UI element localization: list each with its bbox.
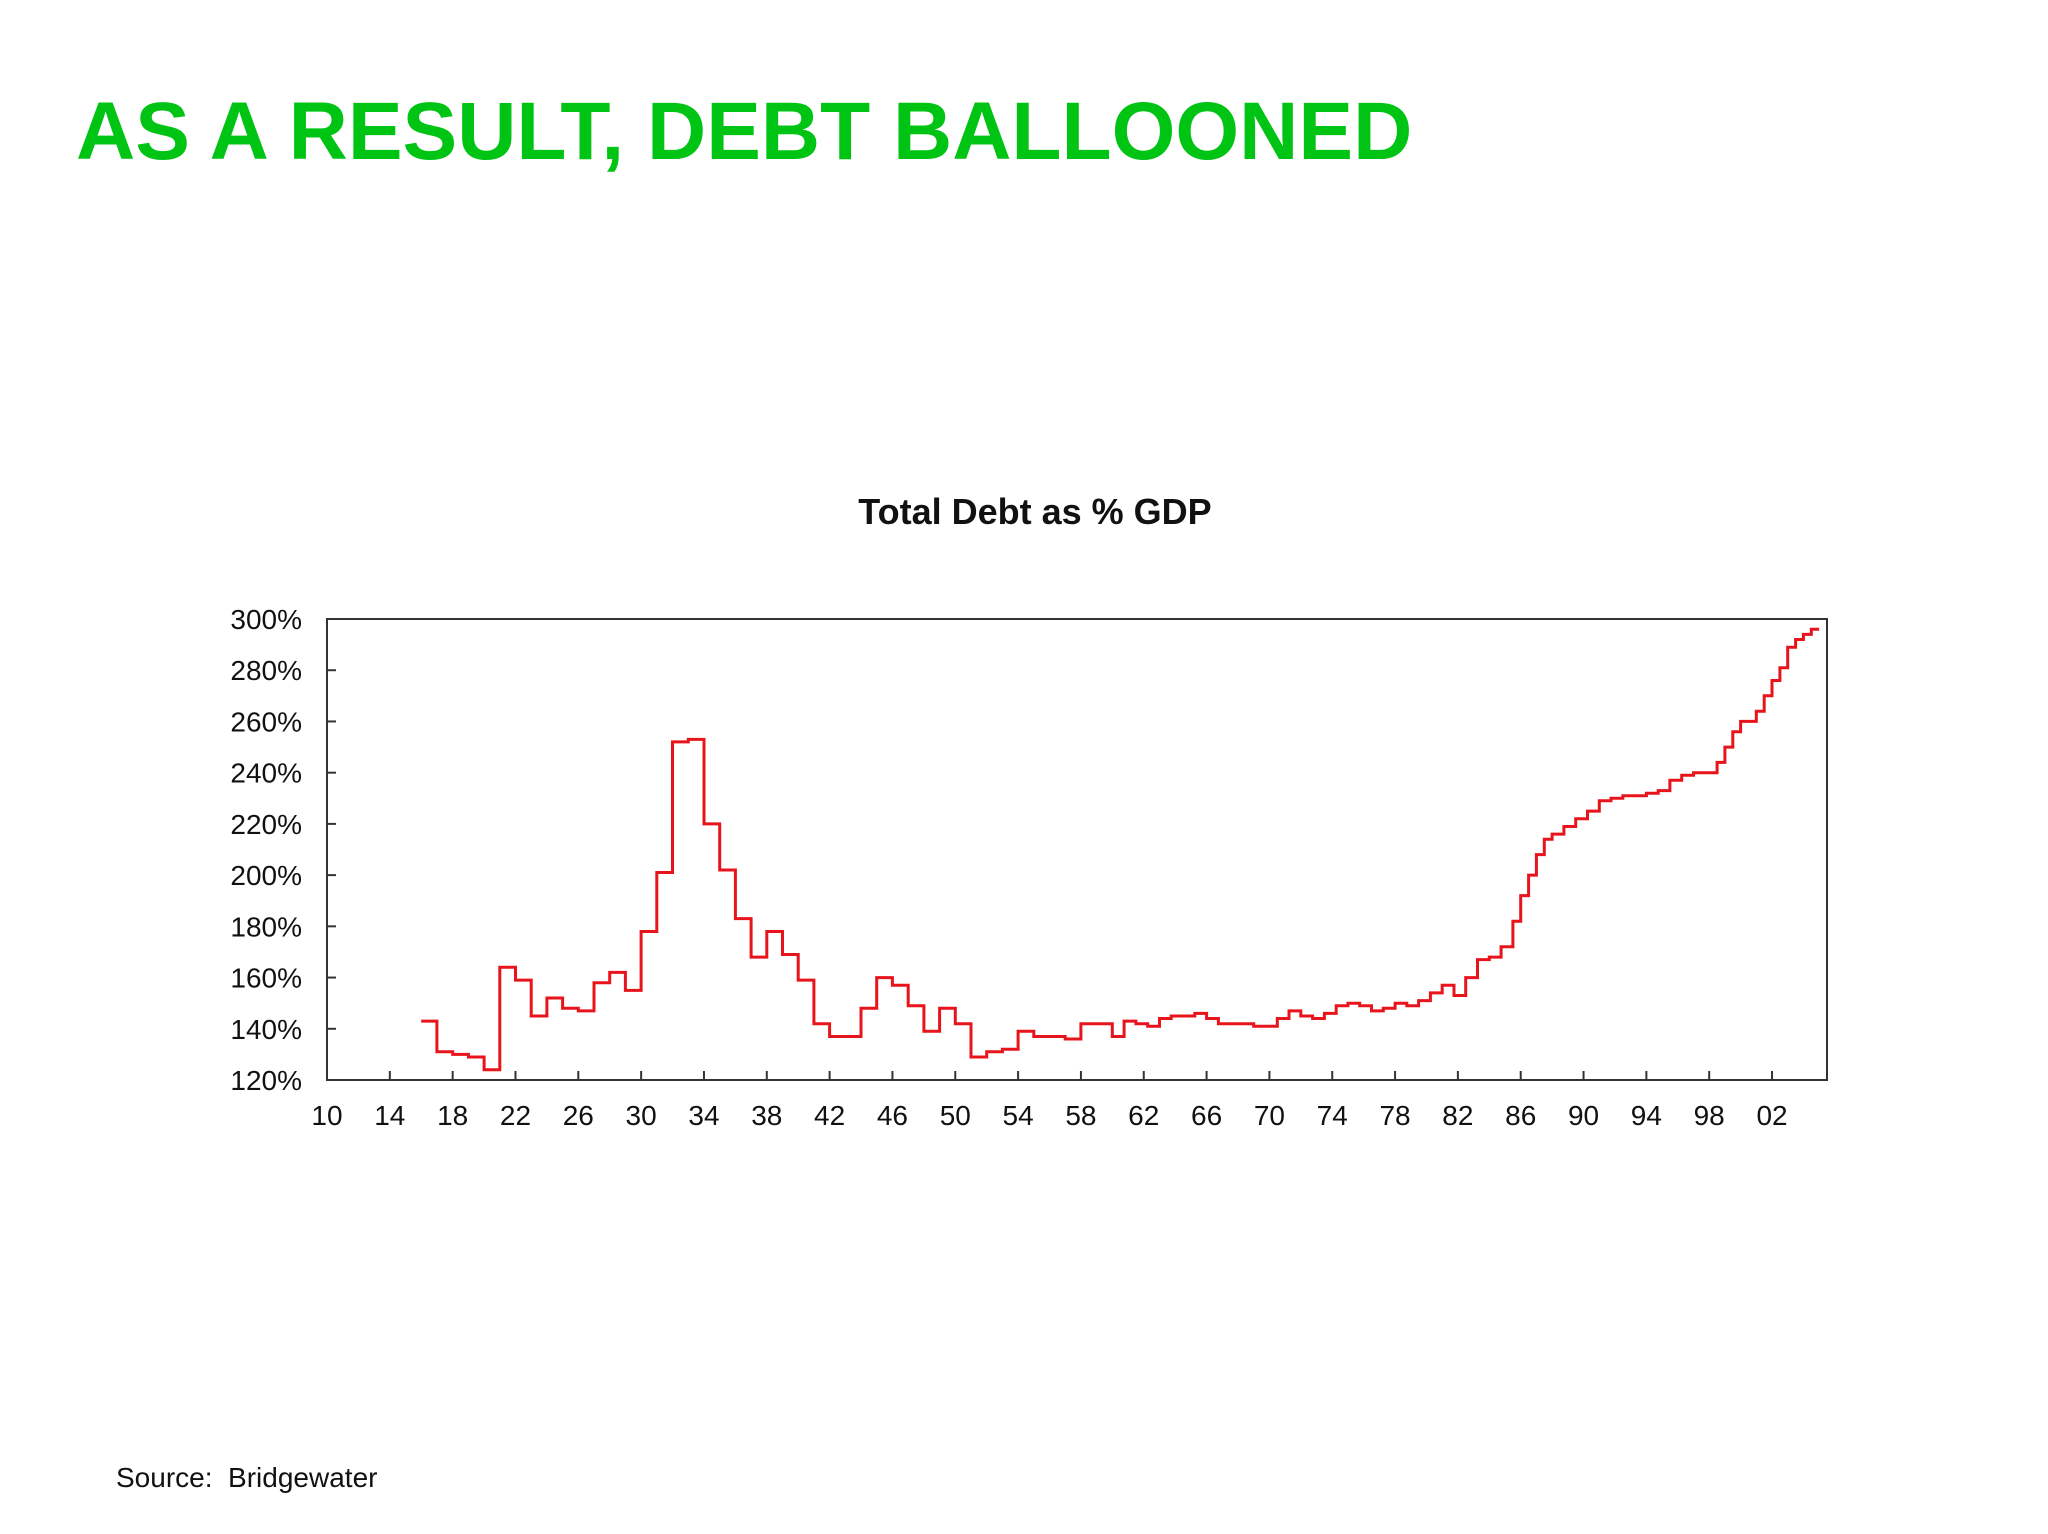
x-tick-label: 86 xyxy=(1505,1100,1536,1131)
x-tick-label: 82 xyxy=(1442,1100,1473,1131)
x-tick-label: 70 xyxy=(1254,1100,1285,1131)
x-tick-label: 18 xyxy=(437,1100,468,1131)
y-tick-label: 160% xyxy=(230,963,302,994)
x-tick-label: 34 xyxy=(688,1100,719,1131)
y-tick-label: 120% xyxy=(230,1065,302,1096)
chart-title: Total Debt as % GDP xyxy=(858,491,1211,532)
x-tick-label: 10 xyxy=(311,1100,342,1131)
x-tick-label: 22 xyxy=(500,1100,531,1131)
y-tick-label: 140% xyxy=(230,1014,302,1045)
x-tick-label: 26 xyxy=(563,1100,594,1131)
x-tick-label: 58 xyxy=(1065,1100,1096,1131)
y-tick-label: 300% xyxy=(230,604,302,635)
x-tick-label: 50 xyxy=(940,1100,971,1131)
plot-frame xyxy=(326,618,1828,1081)
debt-series-line xyxy=(421,627,1820,1072)
y-tick-label: 260% xyxy=(230,706,302,737)
x-tick-label: 38 xyxy=(751,1100,782,1131)
x-tick-label: 30 xyxy=(626,1100,657,1131)
y-axis-labels: 120% 140% 160% 180% 200% 220% 240% 260% 280% 300% xyxy=(230,604,302,1096)
x-tick-label: 14 xyxy=(374,1100,405,1131)
x-tick-label: 62 xyxy=(1128,1100,1159,1131)
x-tick-label: 74 xyxy=(1317,1100,1348,1131)
x-tick-label: 46 xyxy=(877,1100,908,1131)
x-tick-label: 42 xyxy=(814,1100,845,1131)
y-axis xyxy=(327,618,336,1081)
y-tick-label: 180% xyxy=(230,911,302,942)
y-tick-label: 220% xyxy=(230,809,302,840)
y-tick-label: 240% xyxy=(230,758,302,789)
x-tick-label: 66 xyxy=(1191,1100,1222,1131)
x-axis xyxy=(326,1071,1774,1080)
x-tick-label: 98 xyxy=(1694,1100,1725,1131)
y-tick-label: 200% xyxy=(230,860,302,891)
y-tick-label: 280% xyxy=(230,655,302,686)
x-tick-label: 78 xyxy=(1379,1100,1410,1131)
x-tick-label: 94 xyxy=(1631,1100,1662,1131)
x-tick-label: 54 xyxy=(1003,1100,1034,1131)
source-note: Source: Bridgewater xyxy=(116,1462,378,1493)
x-tick-label: 90 xyxy=(1568,1100,1599,1131)
x-tick-label: 02 xyxy=(1756,1100,1787,1131)
x-axis-labels: 10 14 18 22 26 30 34 38 42 46 50 54 58 62 66 70 74 78 82 86… xyxy=(311,1100,1787,1131)
slide-title: AS A RESULT, DEBT BALLOONED xyxy=(76,86,1413,177)
